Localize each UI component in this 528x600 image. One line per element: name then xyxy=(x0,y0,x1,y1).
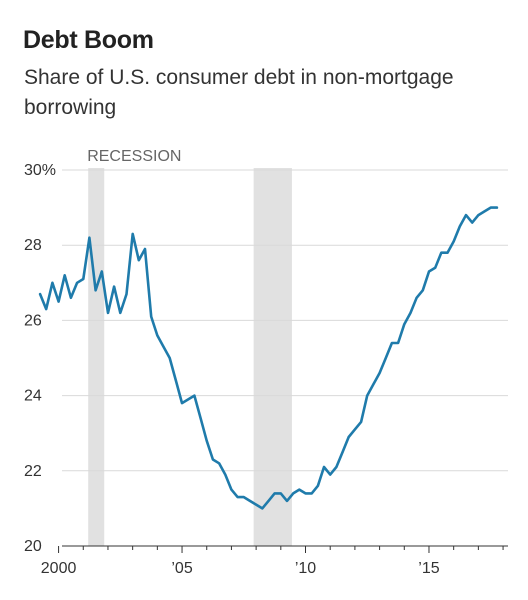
y-tick-label: 26 xyxy=(24,312,42,329)
y-tick-label: 20 xyxy=(24,538,42,555)
recession-bands: RECESSION xyxy=(87,148,292,546)
chart-subtitle: Share of U.S. consumer debt in non-mortg… xyxy=(24,66,454,119)
y-gridlines xyxy=(62,169,508,472)
x-tick-label: ’05 xyxy=(171,560,192,577)
y-tick-label: 28 xyxy=(24,237,42,254)
recession-band xyxy=(88,168,105,546)
tick-labels: 20 22 24 26 28 30% 2000 ’05 ’10 ’15 xyxy=(24,162,440,577)
recession-band xyxy=(253,168,292,546)
series-line xyxy=(38,206,499,510)
series-lines xyxy=(38,206,499,510)
y-tick-label: 30% xyxy=(24,162,56,179)
x-tick-label: ’10 xyxy=(295,560,316,577)
x-axis xyxy=(58,545,508,553)
x-tick-label: ’15 xyxy=(418,560,439,577)
recession-label: RECESSION xyxy=(87,148,181,165)
y-tick-label: 24 xyxy=(24,388,42,405)
y-tick-label: 22 xyxy=(24,463,42,480)
x-tick-label: 2000 xyxy=(41,560,77,577)
chart-title: Debt Boom xyxy=(23,26,154,54)
